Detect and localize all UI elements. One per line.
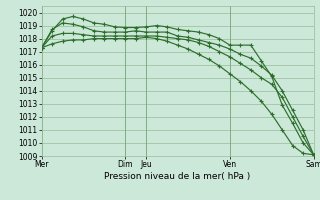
X-axis label: Pression niveau de la mer( hPa ): Pression niveau de la mer( hPa ) xyxy=(104,172,251,181)
